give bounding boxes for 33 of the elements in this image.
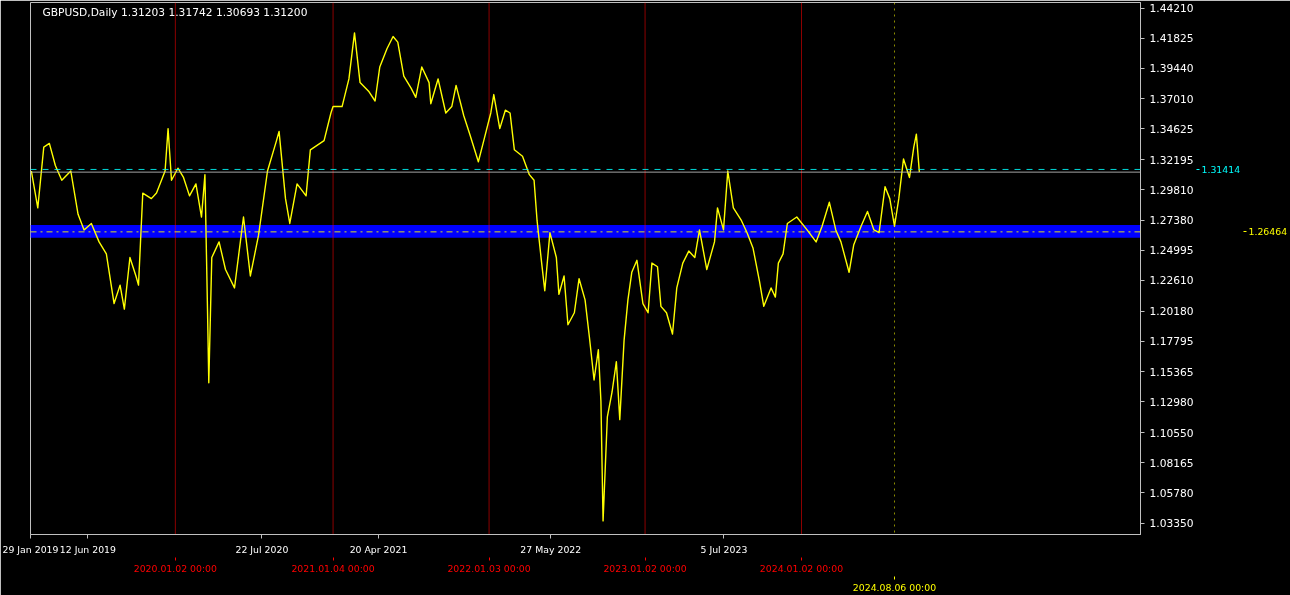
y-tick-label: 1.10550 bbox=[1149, 426, 1194, 440]
y-tick-label: 1.17795 bbox=[1149, 335, 1194, 349]
y-tick-label: 1.08165 bbox=[1149, 456, 1194, 470]
ref-line-label: 1.26464 bbox=[1248, 226, 1288, 238]
ref-line-label: 2024.08.06 00:00 bbox=[852, 581, 937, 593]
y-tick-label: 1.22610 bbox=[1149, 274, 1194, 288]
y-tick-label: 1.34625 bbox=[1149, 122, 1194, 136]
x-tick-label: 5 Jul 2023 bbox=[700, 543, 748, 555]
x-tick-label: 12 Jun 2019 bbox=[59, 543, 117, 555]
x-tick-label: 20 Apr 2021 bbox=[349, 543, 408, 555]
y-tick-label: 1.03350 bbox=[1149, 517, 1194, 531]
x-tick-label: 27 May 2022 bbox=[520, 543, 582, 555]
ref-line-label: 2022.01.03 00:00 bbox=[447, 562, 531, 574]
y-tick-label: 1.29810 bbox=[1149, 183, 1194, 197]
y-tick-label: 1.12980 bbox=[1149, 395, 1194, 409]
ref-line-label: 2020.01.02 00:00 bbox=[133, 562, 218, 574]
x-tick-label: 22 Jul 2020 bbox=[235, 543, 289, 555]
ref-line-label: 2024.01.02 00:00 bbox=[759, 562, 844, 574]
y-tick-label: 1.37010 bbox=[1149, 92, 1194, 106]
x-tick-label: 29 Jan 2019 bbox=[2, 543, 59, 555]
y-tick-label: 1.44210 bbox=[1149, 2, 1194, 16]
y-tick-label: 1.32195 bbox=[1149, 153, 1194, 167]
ref-line-label: 2021.01.04 00:00 bbox=[291, 562, 375, 574]
y-tick-label: 1.41825 bbox=[1149, 32, 1194, 46]
y-tick-label: 1.20180 bbox=[1149, 305, 1194, 319]
chart-title: GBPUSD,Daily 1.31203 1.31742 1.30693 1.31200 bbox=[42, 5, 308, 19]
ref-line-label: 2023.01.02 00:00 bbox=[603, 562, 687, 574]
y-tick-label: 1.05780 bbox=[1149, 486, 1194, 500]
y-tick-label: 1.39440 bbox=[1149, 62, 1194, 76]
y-tick-label: 1.24995 bbox=[1149, 244, 1194, 258]
y-tick-label: 1.15365 bbox=[1149, 365, 1194, 379]
y-tick-label: 1.27380 bbox=[1149, 214, 1194, 228]
ref-line-label: 1.31414 bbox=[1201, 163, 1241, 175]
